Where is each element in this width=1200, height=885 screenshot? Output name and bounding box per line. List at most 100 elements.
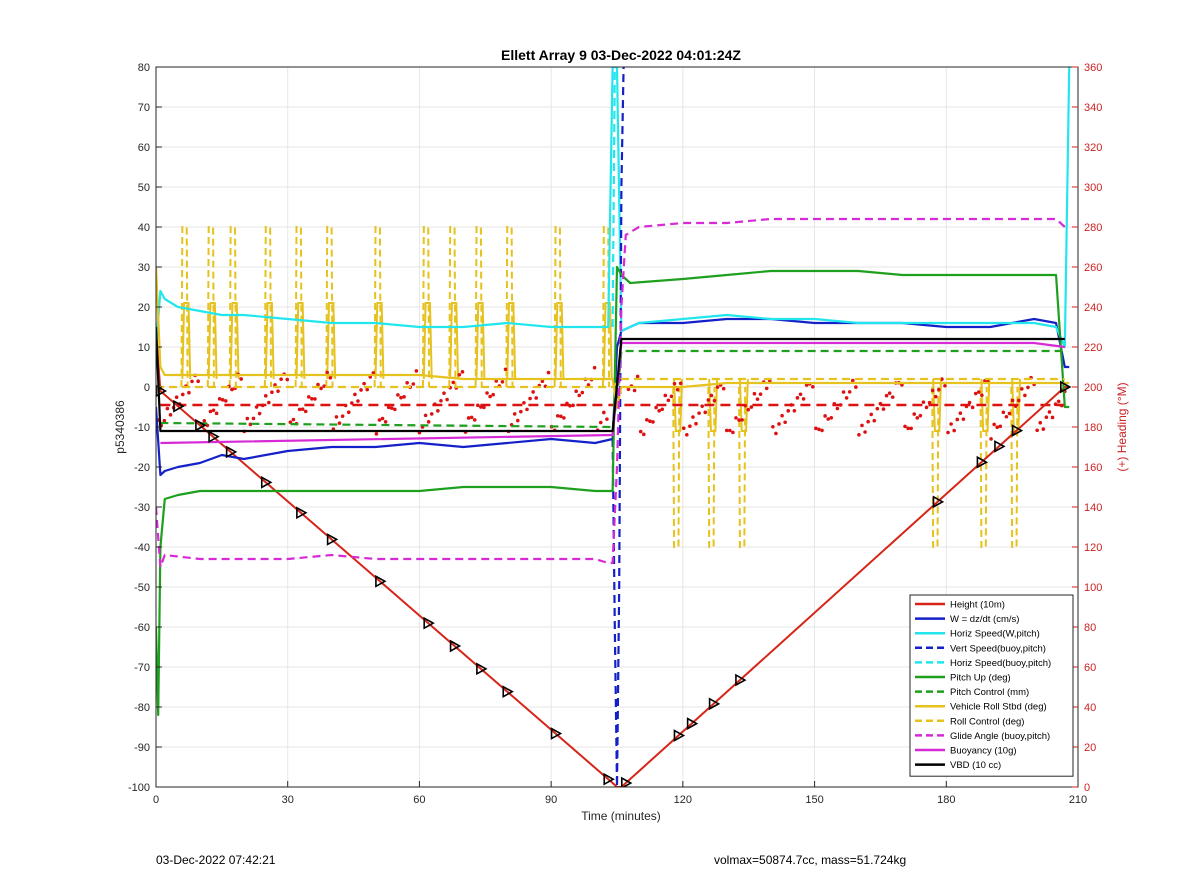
heading-point [930, 388, 935, 393]
heading-point [598, 420, 603, 425]
heading-point [709, 393, 714, 398]
y2-tick-label: 280 [1084, 222, 1102, 234]
heading-point [850, 378, 855, 383]
heading-point [970, 405, 975, 410]
heading-point [663, 393, 668, 398]
y-tick-label: 60 [138, 142, 150, 154]
height-marker [1060, 380, 1072, 394]
vehicle-roll-spike [181, 302, 192, 380]
heading-point [755, 397, 760, 401]
legend-label-pitch: Pitch Up (deg) [950, 673, 1011, 684]
right-axis: 0 20 40 60 80 100 120 140 160 180 200 220 240 260 280 3… [1072, 62, 1102, 794]
heading-point [405, 380, 409, 385]
heading-point [482, 405, 486, 410]
heading-point [949, 422, 953, 426]
heading-point [439, 398, 443, 403]
roll-control-spike [505, 226, 514, 388]
heading-point [485, 391, 489, 395]
heading-point [515, 418, 520, 423]
height-marker [502, 685, 514, 699]
y-tick-label: 10 [138, 342, 150, 354]
vehicle-roll-spike [554, 302, 565, 380]
x-tick-label: 90 [545, 794, 557, 806]
heading-point [774, 431, 778, 436]
heading-point [641, 432, 646, 437]
heading-point [245, 416, 250, 421]
heading-point [820, 428, 824, 433]
heading-point [531, 390, 535, 394]
heading-point [451, 380, 456, 385]
vehicle-roll-spike [207, 302, 218, 380]
vehicle-roll-spike [295, 302, 306, 380]
y-tick-label: 40 [138, 222, 150, 234]
heading-point [208, 409, 213, 414]
heading-point [924, 405, 929, 410]
heading-point [872, 418, 877, 423]
height-marker [173, 399, 185, 413]
heading-point [694, 421, 698, 426]
heading-point [697, 411, 701, 415]
vehicle-roll-spike [449, 302, 460, 380]
heading-point [402, 395, 406, 399]
heading-point [592, 365, 597, 370]
heading-point [356, 399, 360, 403]
heading-point [340, 414, 345, 418]
heading-point [220, 398, 225, 402]
heading-point [300, 407, 305, 411]
heading-point [426, 420, 431, 424]
heading-point [319, 386, 323, 391]
roll-control-spike [228, 226, 237, 388]
heading-point [571, 403, 575, 408]
height-marker [686, 717, 699, 730]
chart-title: Ellett Array 9 03-Dec-2022 04:01:24Z [501, 47, 741, 63]
heading-point [1041, 427, 1046, 431]
roll-control-spike [373, 226, 382, 388]
y2-tick-label: 160 [1084, 462, 1102, 474]
roll-control-spike [553, 226, 562, 388]
heading-point [574, 389, 578, 394]
heading-point [313, 397, 317, 401]
legend-label-roll: Vehicle Roll Stbd (deg) [950, 702, 1047, 713]
vehicle-roll-spike [475, 302, 486, 380]
y2-tick-label: 60 [1084, 662, 1096, 674]
heading-point [276, 389, 280, 393]
heading-point [586, 383, 591, 387]
heading-point [488, 394, 492, 399]
heading-point [306, 395, 311, 399]
series-vert_buoy [611, 67, 625, 787]
heading-point [998, 424, 1003, 429]
heading-point [399, 395, 403, 400]
heading-point [638, 429, 643, 434]
heading-point [884, 393, 889, 398]
heading-point [1038, 420, 1043, 425]
y-tick-label: -100 [128, 782, 150, 794]
heading-point [654, 405, 658, 410]
heading-point [1056, 399, 1061, 404]
heading-point [325, 370, 330, 375]
heading-point [380, 416, 385, 421]
heading-point [801, 397, 806, 401]
roll-control-spike [206, 226, 215, 388]
x-tick-label: 210 [1069, 794, 1087, 806]
legend: Height (10m) W = dz/dt (cm/s) Horiz Speed(… [909, 594, 1074, 777]
heading-point [666, 398, 671, 403]
heading-point [746, 407, 751, 412]
heading-point [681, 426, 686, 431]
legend-label-height: Height (10m) [950, 600, 1005, 611]
legend-box [909, 594, 1074, 777]
heading-point [328, 376, 333, 380]
heading-point [411, 382, 416, 386]
heading-point [786, 409, 791, 413]
heading-point [214, 411, 219, 416]
heading-point [540, 379, 545, 384]
heading-point [251, 416, 256, 421]
heading-point [445, 397, 449, 402]
heading-point [365, 387, 369, 392]
y2-tick-label: 80 [1084, 622, 1096, 634]
x-tick-label: 150 [805, 794, 823, 806]
heading-point [429, 412, 434, 416]
heading-point [724, 428, 729, 433]
y-tick-label: 20 [138, 302, 150, 314]
heading-point [860, 423, 864, 428]
heading-point [912, 412, 917, 416]
